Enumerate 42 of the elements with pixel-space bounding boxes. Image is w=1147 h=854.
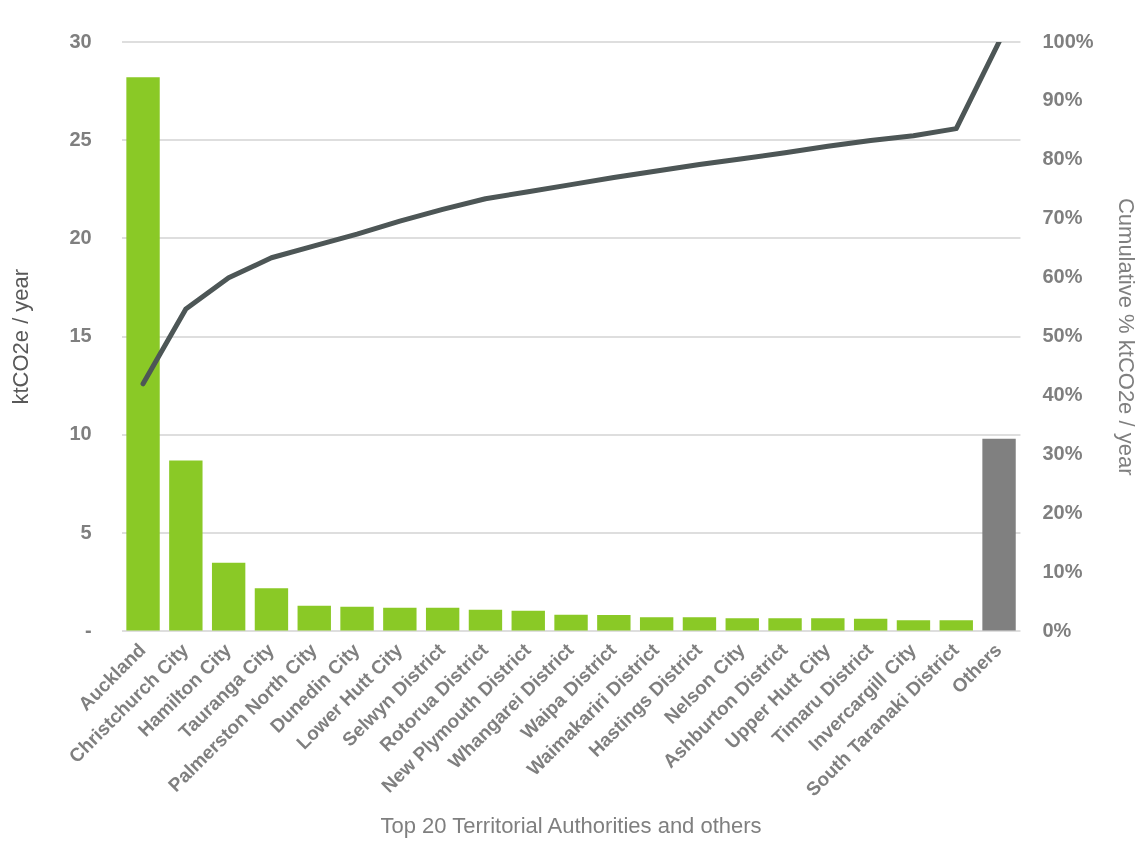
y-axis-title: ktCO2e / year <box>8 268 34 405</box>
x-axis-title: Top 20 Territorial Authorities and others <box>380 812 762 838</box>
y2-tick-label: 70% <box>1042 206 1083 229</box>
bar <box>682 617 717 631</box>
y-tick-label: 10 <box>69 422 92 445</box>
bar <box>639 617 674 631</box>
bar <box>169 460 203 631</box>
y2-tick-label: 100% <box>1042 29 1094 52</box>
y-tick-label: 15 <box>69 324 92 347</box>
bar <box>554 614 588 631</box>
y2-tick-label: 10% <box>1042 559 1083 582</box>
y2-tick-label: 50% <box>1042 324 1083 347</box>
y2-tick-label: 20% <box>1042 501 1083 524</box>
y2-tick-label: 90% <box>1042 88 1083 111</box>
y-tick-label: 20 <box>69 225 92 248</box>
bar <box>468 609 503 631</box>
y2-tick-label: 40% <box>1042 383 1083 406</box>
y2-axis-title: Cumulative % ktCO2e / year <box>1113 197 1139 476</box>
bar <box>768 618 802 631</box>
bar <box>597 615 631 631</box>
bar <box>511 610 545 631</box>
y2-tick-label: 30% <box>1042 442 1083 465</box>
y-tick-label: 30 <box>69 29 92 52</box>
y-tick-label: - <box>84 618 92 641</box>
bar <box>211 562 246 631</box>
bar <box>297 605 331 631</box>
bar <box>340 606 374 631</box>
y2-tick-label: 80% <box>1042 147 1083 170</box>
bar <box>811 618 845 631</box>
bar <box>254 588 289 631</box>
bar <box>425 607 460 631</box>
bar <box>939 620 973 631</box>
bar <box>982 438 1016 631</box>
y2-tick-label: 0% <box>1042 618 1072 641</box>
bar <box>896 620 931 631</box>
y-tick-label: 5 <box>80 520 92 543</box>
y-tick-label: 25 <box>69 127 92 150</box>
y2-tick-label: 60% <box>1042 265 1083 288</box>
bar <box>383 607 417 631</box>
bar <box>853 618 888 631</box>
bar <box>126 77 160 631</box>
bar <box>725 618 759 631</box>
